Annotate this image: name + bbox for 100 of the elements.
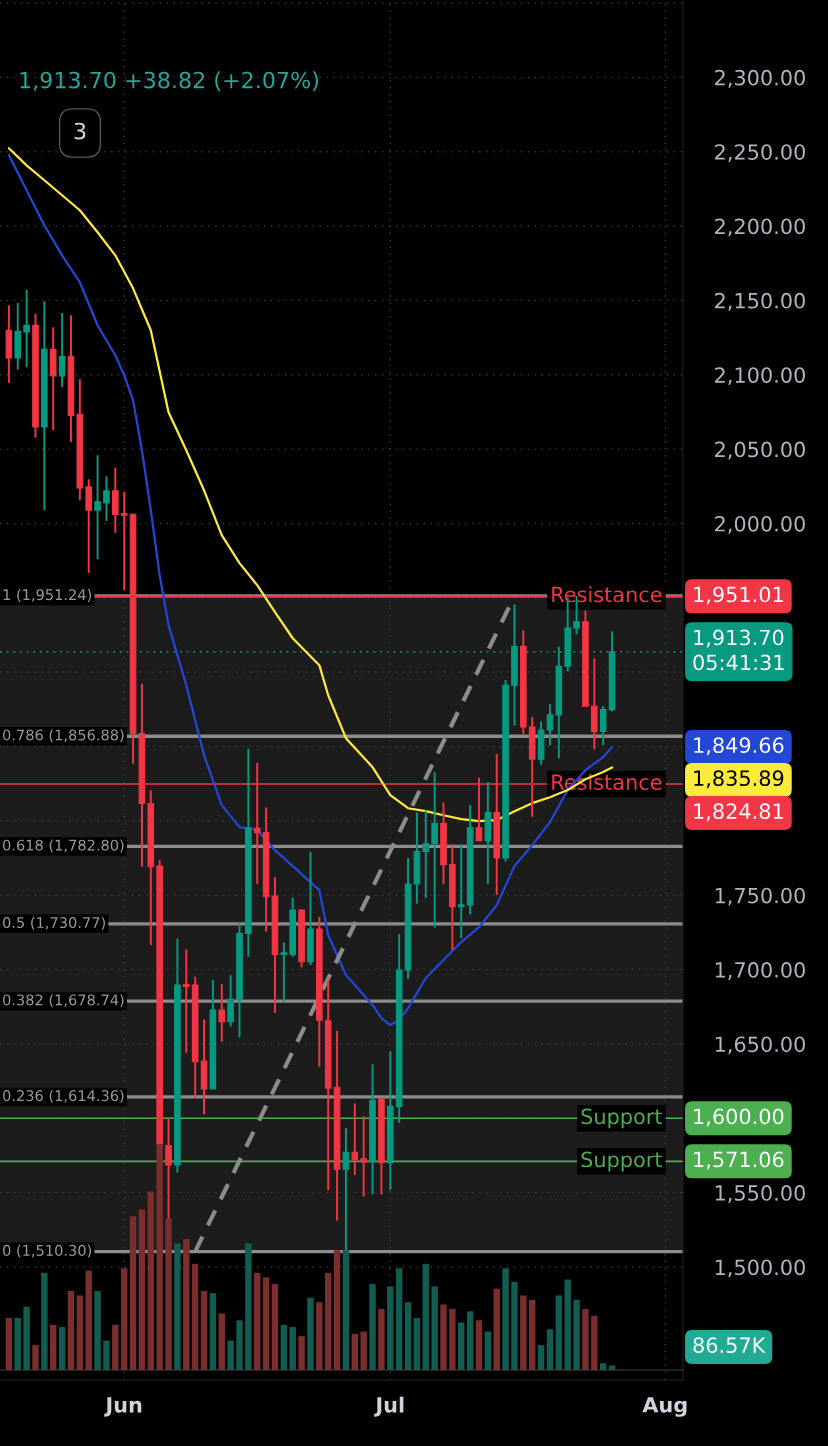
y-tick-label: 2,150.00: [715, 292, 805, 311]
annotation: 1,951.01: [694, 586, 783, 605]
bar: [564, 1279, 571, 1370]
candlestick: [351, 1102, 359, 1176]
candlestick: [112, 466, 119, 534]
candlestick: [58, 312, 66, 388]
bar: [85, 1270, 92, 1370]
bar: [262, 1277, 270, 1370]
candlestick: [457, 843, 465, 940]
bar: [32, 1345, 39, 1370]
annotation: 1,571.06: [694, 1151, 784, 1170]
bar: [271, 1284, 279, 1370]
bar: [236, 1320, 243, 1370]
bar: [227, 1340, 234, 1370]
bar: [475, 1320, 483, 1370]
bar: [183, 1238, 190, 1370]
bar: [120, 1268, 128, 1370]
ref-line-label: 0.5 (1,730.77): [3, 916, 105, 930]
bar: [94, 1290, 101, 1370]
bar: [67, 1290, 75, 1370]
y-tick-label: 2,000.00: [715, 515, 805, 534]
bar: [360, 1331, 367, 1370]
bar: [41, 1272, 48, 1370]
bar: [351, 1333, 358, 1370]
bar: [502, 1268, 509, 1370]
ref-line-label: 0 (1,510.30): [3, 1244, 92, 1258]
bar: [458, 1322, 465, 1370]
candlestick: [227, 974, 234, 1028]
bar: [333, 1250, 341, 1370]
y-tick-label: 2,300.00: [715, 69, 805, 88]
bar: [316, 1302, 323, 1370]
x-tick-label: Jul: [374, 1396, 404, 1417]
candlestick: [280, 941, 288, 1003]
ref-line-label: Support: [581, 1151, 663, 1172]
annotation: 1,824.81: [694, 803, 783, 822]
bar: [289, 1327, 296, 1370]
bar: [209, 1293, 217, 1370]
candlestick: [218, 983, 226, 1043]
y-tick-label: 1,500.00: [715, 1259, 805, 1278]
bar: [591, 1315, 598, 1370]
bar: [573, 1299, 580, 1370]
bar: [520, 1295, 527, 1370]
bar: [112, 1324, 119, 1370]
bar: [582, 1308, 589, 1370]
candlestick: [546, 703, 554, 747]
bar: [307, 1297, 314, 1370]
ref-line-label: Resistance: [552, 586, 662, 603]
bar: [529, 1299, 536, 1370]
bar: [254, 1272, 261, 1370]
candlestick: [94, 454, 101, 561]
ref-line-label: 1 (1,951.24): [3, 588, 92, 602]
bar: [440, 1304, 447, 1370]
y-tick-label: 2,250.00: [715, 144, 805, 163]
bar: [245, 1243, 252, 1370]
y-tick-label: 1,750.00: [715, 887, 805, 906]
candlestick: [431, 771, 438, 929]
annotation: 1,835.89: [694, 770, 784, 789]
ref-line-label: 0.236 (1,614.36): [3, 1089, 124, 1103]
y-tick-label: 1,550.00: [715, 1185, 805, 1203]
annotation: 1,600.00: [694, 1108, 784, 1127]
bar: [218, 1313, 225, 1370]
bar: [387, 1286, 394, 1370]
candlestick: [120, 490, 128, 592]
bar: [342, 1250, 350, 1370]
bar: [147, 1191, 154, 1370]
bar: [76, 1295, 84, 1370]
y-tick-label: 2,100.00: [715, 367, 805, 386]
text: 86.57K: [693, 1337, 766, 1354]
bar: [395, 1268, 403, 1370]
annotation: 1,849.66: [694, 737, 784, 756]
y-tick-label: 1,700.00: [715, 962, 805, 980]
candlestick: [599, 705, 607, 747]
bar: [511, 1281, 518, 1370]
bar: [191, 1263, 199, 1370]
ref-line-label: 0.618 (1,782.80): [3, 839, 124, 853]
bar: [280, 1324, 288, 1370]
bar: [404, 1302, 412, 1370]
bar: [449, 1308, 456, 1370]
bar: [431, 1286, 438, 1370]
ref-line-label: 0.786 (1,856.88): [3, 729, 124, 743]
bar: [546, 1329, 554, 1370]
bar: [369, 1284, 376, 1370]
ref-line-label: Support: [581, 1108, 663, 1129]
bar: [23, 1306, 30, 1370]
y-tick-label: 2,200.00: [715, 218, 805, 237]
bar: [298, 1336, 305, 1370]
annotation: 05:41:31: [693, 654, 784, 671]
annotation: 1,913.70: [694, 629, 784, 648]
candlestick: [23, 288, 30, 368]
candlestick: [103, 475, 110, 522]
bar: [466, 1311, 474, 1370]
text: 1,913.70 +38.82 (+2.07%): [20, 71, 318, 92]
bar: [58, 1327, 66, 1370]
bar: [493, 1288, 500, 1370]
bar: [378, 1308, 385, 1370]
y-tick-label: 1,650.00: [715, 1036, 805, 1055]
x-tick-label: Jun: [104, 1397, 142, 1417]
bar: [325, 1272, 332, 1370]
bar: [14, 1318, 21, 1370]
bar: [174, 1243, 181, 1370]
